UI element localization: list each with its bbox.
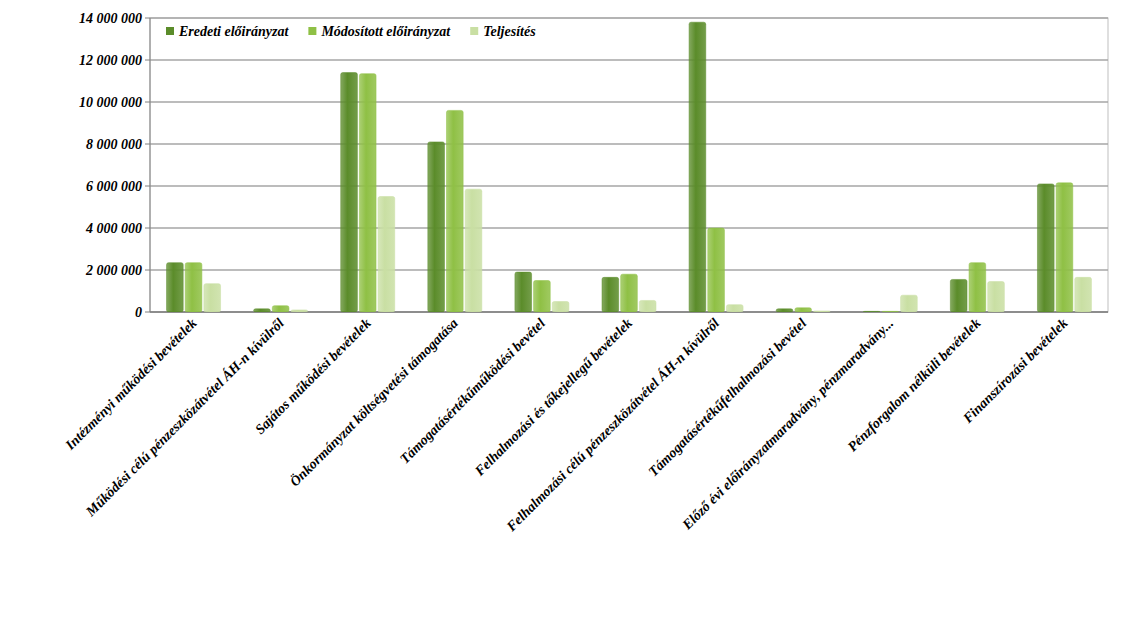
tick-mark xyxy=(145,312,150,313)
bar xyxy=(428,142,445,312)
tick-mark xyxy=(145,102,150,103)
y-axis-line xyxy=(150,18,151,312)
bar xyxy=(814,311,831,312)
bar xyxy=(167,263,184,312)
tick-mark xyxy=(145,186,150,187)
bar xyxy=(621,274,638,312)
grid-line xyxy=(150,227,1108,229)
category-label: Támogatásértékűműködési bevétel xyxy=(397,315,548,466)
bar xyxy=(185,263,202,312)
tick-label: 12 000 000 xyxy=(79,53,142,68)
chart: 0 2 000 000 4 000 000 6 000 000 8 000 000 10 … xyxy=(0,0,1126,629)
bar xyxy=(882,311,899,312)
legend-swatch xyxy=(470,27,478,35)
bar xyxy=(969,263,986,312)
tick-label: 10 000 000 xyxy=(79,95,142,110)
tick-mark xyxy=(145,228,150,229)
bar xyxy=(1056,183,1073,312)
category-label: Önkormányzat költségvetési támogatása xyxy=(286,315,461,490)
legend-label: Teljesítés xyxy=(483,24,536,39)
legend-label: Módosított előirányzat xyxy=(320,24,451,39)
bar xyxy=(378,197,395,313)
bar xyxy=(901,295,918,312)
category-label: Támogatásértékűfelhalmozási bevétel xyxy=(646,315,810,479)
tick-mark xyxy=(145,60,150,61)
legend-swatch xyxy=(308,27,316,35)
tick-label: 6 000 000 xyxy=(86,179,142,194)
grid-line xyxy=(150,59,1108,61)
bar xyxy=(359,74,376,312)
bar xyxy=(795,308,812,312)
bar xyxy=(708,228,725,312)
bar xyxy=(291,310,308,312)
grid-line xyxy=(150,269,1108,271)
bar xyxy=(639,300,656,312)
bar xyxy=(1075,277,1092,312)
grid-line xyxy=(150,185,1108,187)
bar xyxy=(863,311,880,312)
tick-label: 14 000 000 xyxy=(79,11,142,26)
category-label: Pénzforgalom nélküli bevételek xyxy=(845,316,984,455)
bar xyxy=(552,302,569,313)
legend-label: Eredeti előirányzat xyxy=(178,24,289,39)
tick-label: 8 000 000 xyxy=(86,137,142,152)
grid-line xyxy=(150,17,1108,19)
bar xyxy=(341,73,358,312)
bar xyxy=(689,22,706,312)
tick-mark xyxy=(145,144,150,145)
y-axis: 0 2 000 000 4 000 000 6 000 000 8 000 000 10 … xyxy=(79,11,1108,320)
bar xyxy=(776,309,793,312)
bar xyxy=(726,305,743,312)
bar xyxy=(988,282,1005,312)
bar xyxy=(465,189,482,312)
legend: Eredeti előirányzat Módosított előirányza… xyxy=(166,24,536,39)
bar xyxy=(204,284,221,312)
tick-mark xyxy=(145,18,150,19)
tick-mark xyxy=(145,270,150,271)
bar xyxy=(272,306,289,312)
category-label: Finanszírozási bevételek xyxy=(959,316,1070,427)
bar xyxy=(1037,184,1054,312)
grid-line xyxy=(150,143,1108,145)
x-axis: Intézményi működési bevételekMűködési cé… xyxy=(62,315,1071,535)
bar xyxy=(515,272,532,312)
tick-label: 4 000 000 xyxy=(85,221,142,236)
bar xyxy=(446,110,463,312)
tick-label: 2 000 000 xyxy=(85,263,142,278)
category-label: Felhalmozási és tőkejellegű bevételek xyxy=(471,316,635,480)
grid-line xyxy=(150,101,1108,103)
bars xyxy=(167,22,1092,312)
bar xyxy=(534,281,551,313)
legend-swatch xyxy=(166,27,174,35)
bar xyxy=(254,309,271,312)
bar xyxy=(950,279,967,312)
tick-label: 0 xyxy=(135,305,142,320)
category-label: Működési célú pénzeszközátvétel ÁH-n kív… xyxy=(82,315,287,520)
plot-frame xyxy=(150,18,1108,312)
bar xyxy=(602,277,619,312)
